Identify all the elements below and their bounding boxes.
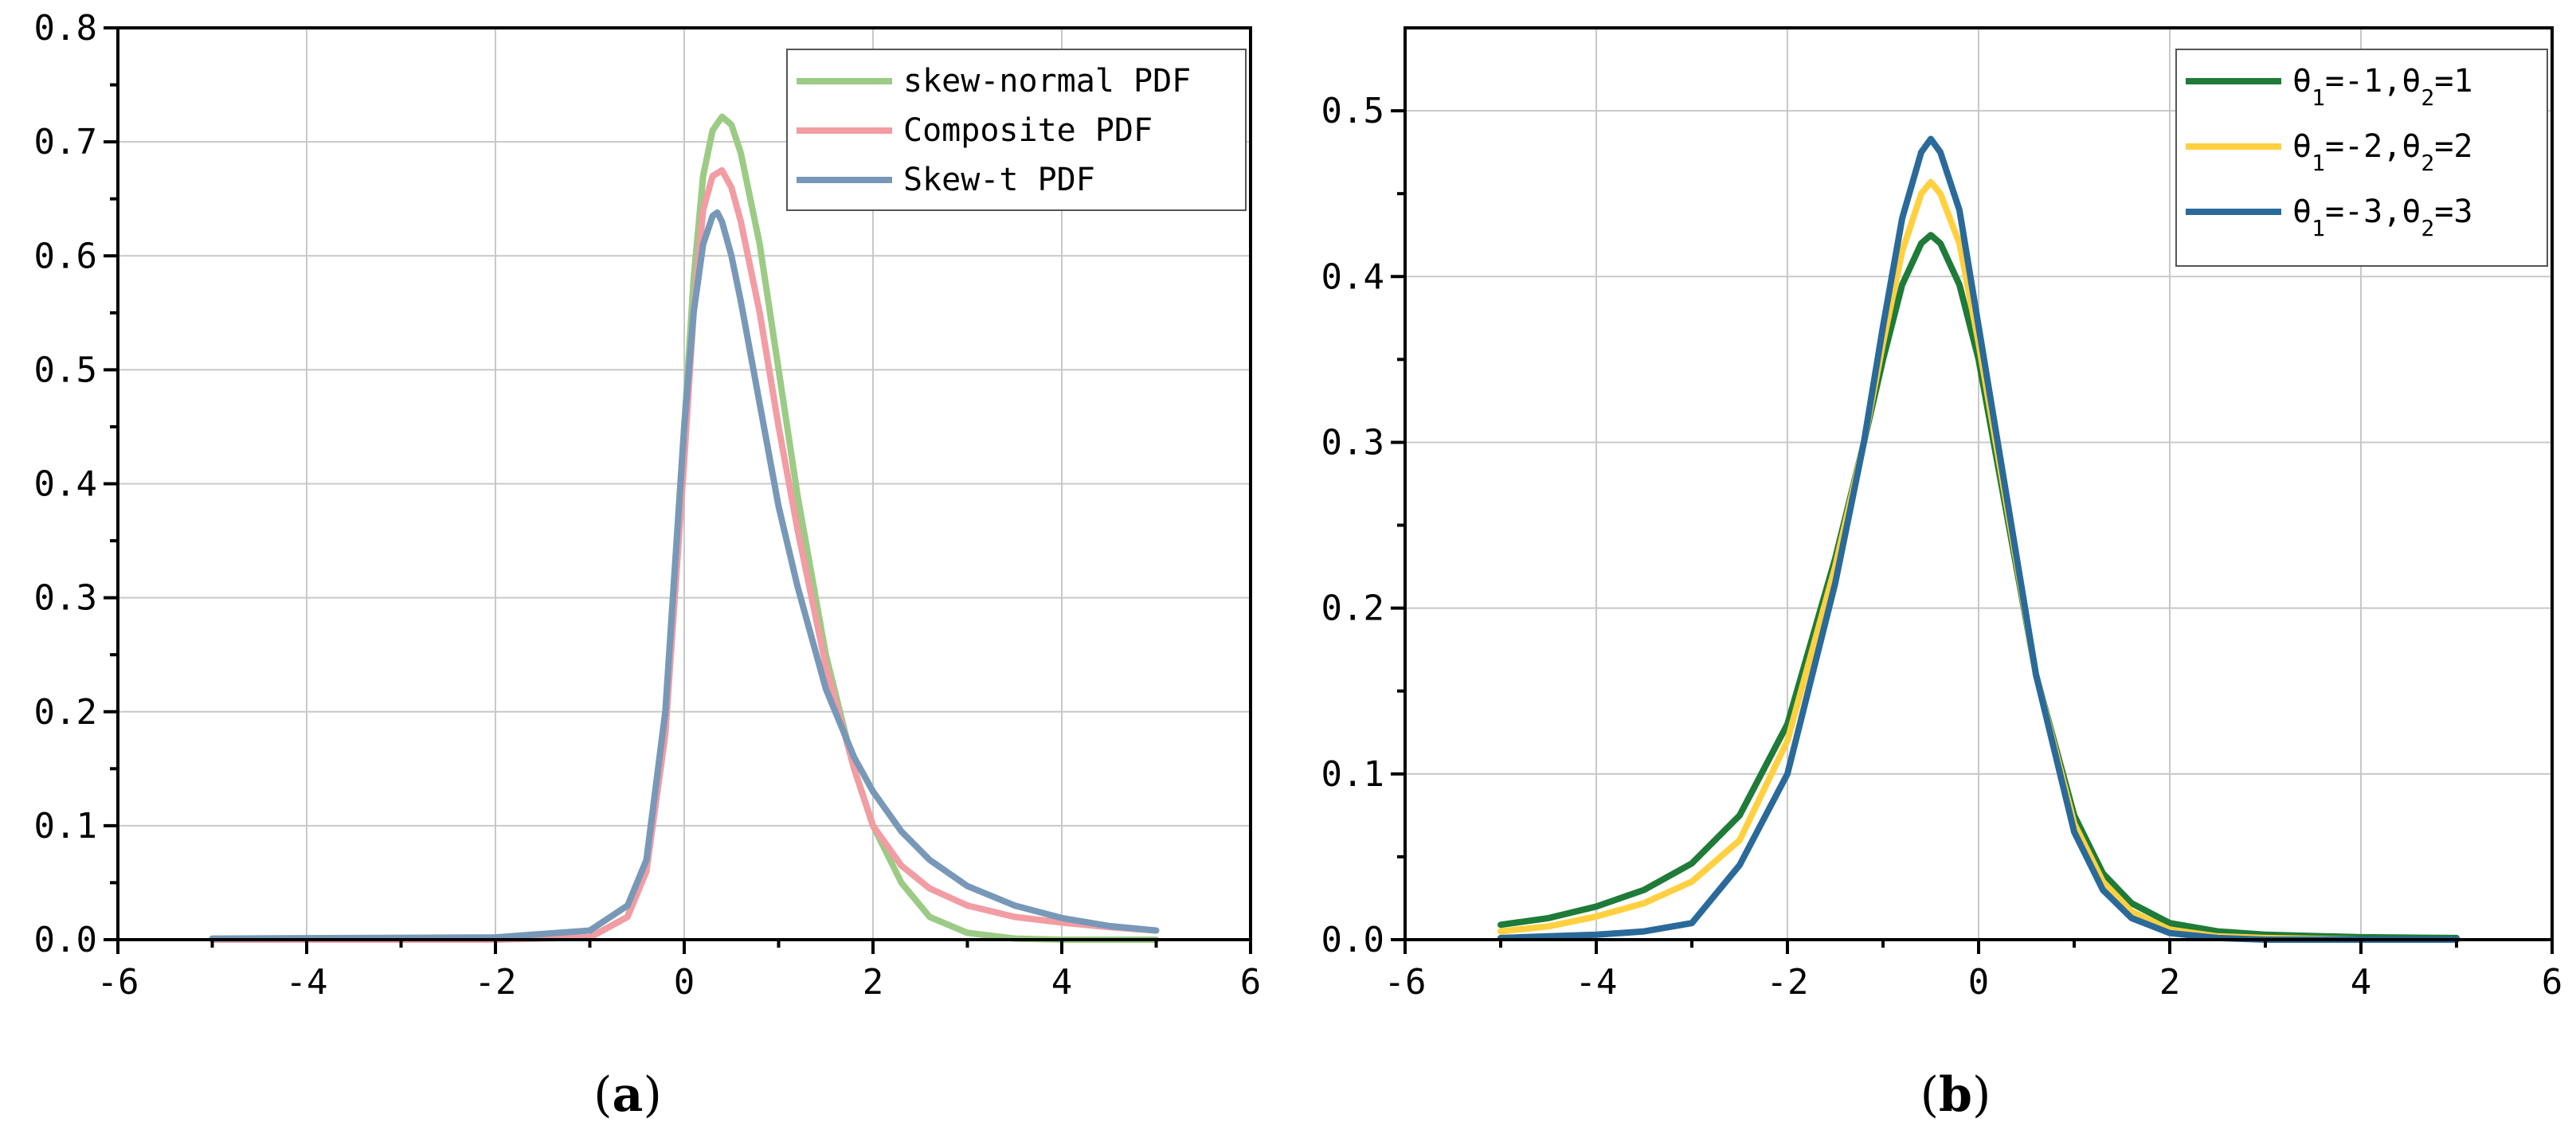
x-tick-label: 2 <box>2159 962 2181 1003</box>
y-tick-label: 0.0 <box>34 920 97 960</box>
legend-label-1: skew-normal PDF <box>903 63 1191 100</box>
legend: skew-normal PDF Composite PDF Skew-t PDF <box>786 49 1247 211</box>
y-tick-label: 0.2 <box>1321 588 1384 629</box>
x-tick-label: 0 <box>1968 962 1990 1003</box>
x-tick-label: -2 <box>1767 962 1809 1003</box>
y-tick-label: 0.2 <box>34 692 97 733</box>
series-line-3 <box>1497 135 2460 943</box>
x-tick-label: -4 <box>1576 962 1618 1003</box>
legend: θ1=-1,θ2=1 θ1=-2,θ2=2 θ1=-3,θ2=3 <box>2175 49 2548 267</box>
y-tick-label: 0.5 <box>34 350 97 390</box>
x-tick-label: -6 <box>1384 962 1427 1003</box>
x-tick-label: 6 <box>1240 962 1262 1003</box>
y-tick-label: 0.3 <box>34 578 97 619</box>
x-axis: -6 -4 -2 0 2 4 6 <box>1384 940 2563 1003</box>
y-tick-label: 0.7 <box>34 122 97 162</box>
y-axis: 0.0 0.1 0.2 0.3 0.4 0.5 <box>1321 91 1405 960</box>
x-tick-label: 4 <box>2351 962 2372 1003</box>
plot-area <box>209 113 1160 943</box>
series-line-3 <box>209 209 1160 942</box>
legend-label-3: θ1=-3,θ2=3 <box>2292 194 2472 241</box>
x-tick-label: -6 <box>97 962 139 1003</box>
legend-box <box>2175 49 2548 267</box>
panel-a-chart: -6 -4 -2 0 2 4 6 0.0 0.1 0.2 0.3 0.4 0.5 0.6 0.7 0.8 ske… <box>34 8 1262 1123</box>
y-axis: 0.0 0.1 0.2 0.3 0.4 0.5 0.6 0.7 0.8 <box>34 8 118 960</box>
plot-area <box>1497 135 2460 943</box>
y-tick-label: 0.6 <box>34 236 97 276</box>
x-tick-label: 4 <box>1051 962 1073 1003</box>
y-tick-label: 0.3 <box>1321 422 1384 463</box>
y-tick-label: 0.4 <box>1321 256 1384 297</box>
panel-caption: (b) <box>1920 1067 1991 1123</box>
legend-label-2: θ1=-2,θ2=2 <box>2292 128 2472 176</box>
legend-label-3: Skew-t PDF <box>903 162 1095 198</box>
x-tick-label: 0 <box>674 962 695 1003</box>
legend-label-2: Composite PDF <box>903 112 1153 149</box>
y-tick-label: 0.8 <box>34 8 97 49</box>
series-line-1 <box>1497 232 2460 941</box>
y-tick-label: 0.1 <box>1321 754 1384 795</box>
panel-b-chart: -6 -4 -2 0 2 4 60.00.10.20.30.40.5θ1=-1,θ2=1θ1… <box>1321 26 2563 1123</box>
y-tick-label: 0.0 <box>1321 920 1384 960</box>
x-tick-label: 6 <box>2542 962 2563 1003</box>
x-tick-label: -4 <box>286 962 328 1003</box>
y-tick-label: 0.1 <box>34 806 97 847</box>
x-tick-label: 2 <box>863 962 884 1003</box>
panel-caption: (a) <box>593 1067 662 1123</box>
y-tick-label: 0.4 <box>34 464 97 505</box>
x-tick-label: -2 <box>475 962 517 1003</box>
series-line-2 <box>1497 178 2460 943</box>
y-tick-label: 0.5 <box>1321 91 1384 131</box>
x-axis: -6 -4 -2 0 2 4 6 <box>97 940 1262 1003</box>
legend-label-1: θ1=-1,θ2=1 <box>2292 63 2472 111</box>
